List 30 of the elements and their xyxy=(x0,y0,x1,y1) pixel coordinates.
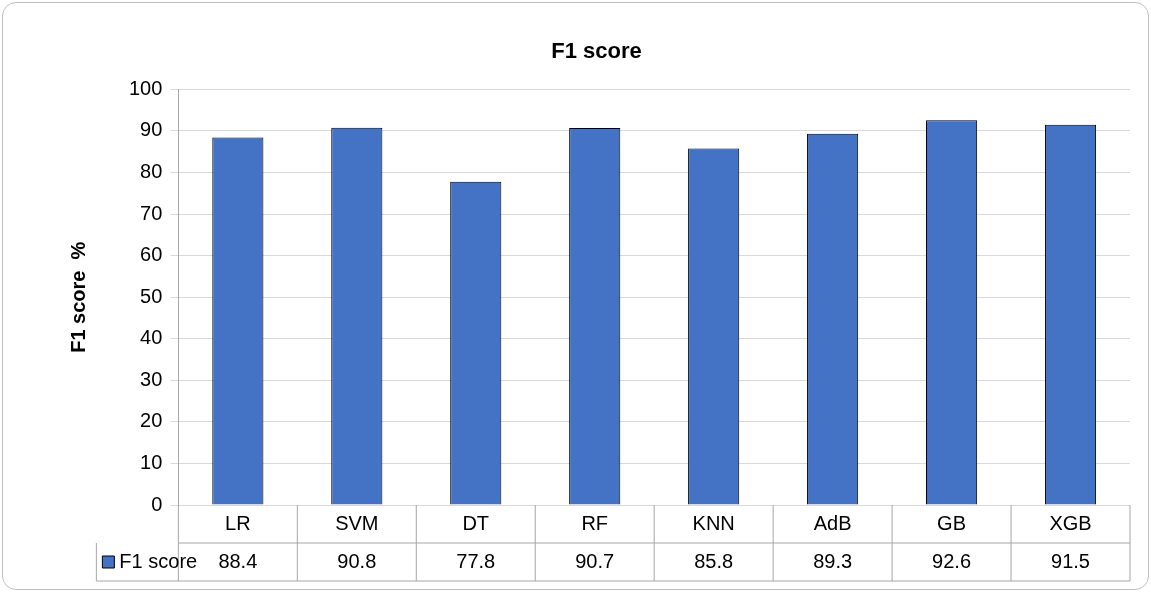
x-tick-label: DT xyxy=(462,511,490,534)
y-tick-label: 90 xyxy=(140,118,163,141)
y-tick-label: 40 xyxy=(140,326,163,349)
y-tick-label: 30 xyxy=(140,367,163,390)
x-tick-label: SVM xyxy=(335,511,379,534)
chart-title: F1 score xyxy=(551,38,642,64)
x-tick-label: LR xyxy=(225,511,251,534)
y-tick-label: 50 xyxy=(140,284,163,307)
y-tick-label: 100 xyxy=(128,76,163,99)
data-label: 77.8 xyxy=(456,549,496,572)
data-label: 91.5 xyxy=(1051,549,1090,572)
y-tick-label: 70 xyxy=(140,201,163,224)
x-tick-label: XGB xyxy=(1049,511,1092,534)
y-axis-title: F1 score % xyxy=(66,241,89,353)
y-tick-label: 80 xyxy=(140,160,163,183)
data-label: 92.6 xyxy=(932,549,972,572)
x-tick-label: GB xyxy=(937,511,967,534)
y-tick-label: 60 xyxy=(140,243,163,266)
y-tick-label: 20 xyxy=(140,409,163,432)
legend-label: F1 score xyxy=(119,549,198,572)
data-label: 90.7 xyxy=(575,549,615,572)
data-label: 90.8 xyxy=(337,549,377,572)
x-tick-label: RF xyxy=(581,511,609,534)
y-tick-label: 10 xyxy=(140,450,163,473)
data-label: 85.8 xyxy=(694,549,734,572)
data-label: 88.4 xyxy=(218,549,258,572)
y-tick-label: 0 xyxy=(151,492,163,515)
x-tick-label: KNN xyxy=(692,511,735,534)
data-label: 89.3 xyxy=(813,549,853,572)
x-tick-label: AdB xyxy=(813,511,852,534)
